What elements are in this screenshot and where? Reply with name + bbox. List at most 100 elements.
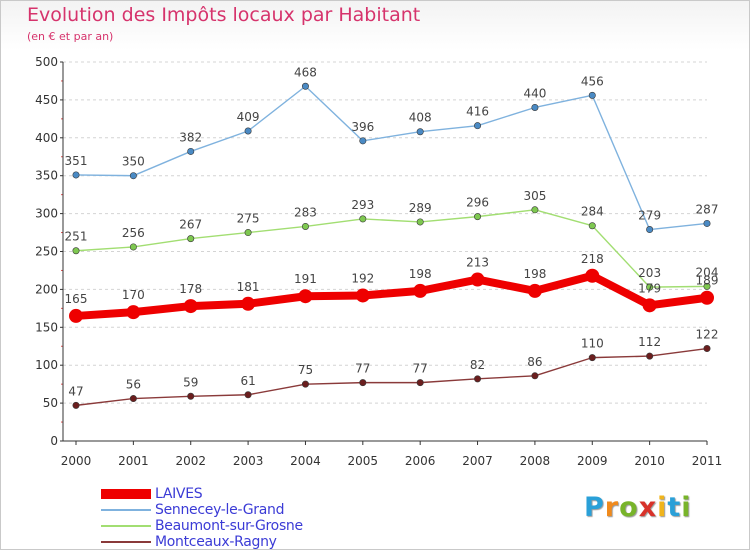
data-label-beaumont-sur-grosne-2003: 275 (237, 212, 260, 226)
data-point-laives-2002 (183, 299, 198, 314)
data-point-laives-2009 (585, 268, 600, 283)
data-label-beaumont-sur-grosne-2011: 204 (696, 265, 719, 279)
logo-letter: i (657, 492, 668, 523)
y-tick-label-500: 500 (35, 55, 58, 69)
logo-letter: t (667, 492, 682, 523)
legend-label-beaumont-sur-grosne: Beaumont-sur-Grosne (155, 518, 303, 534)
legend-label-montceaux-ragny: Montceaux-Ragny (155, 534, 277, 550)
data-label-laives-2003: 181 (237, 280, 260, 294)
data-point-montceaux-ragny-2003 (244, 391, 252, 399)
data-label-montceaux-ragny-2006: 77 (413, 362, 428, 376)
logo-letter: x (638, 492, 658, 523)
data-point-beaumont-sur-grosne-2001 (129, 243, 137, 251)
y-tick-label-100: 100 (35, 358, 58, 372)
data-point-sennecey-le-grand-2002 (187, 147, 195, 155)
chart-subtitle: (en € et par an) (27, 30, 114, 43)
data-label-montceaux-ragny-2003: 61 (240, 374, 255, 388)
x-tick-label-2008: 2008 (520, 454, 551, 468)
proxiti-logo: Proxiti (584, 492, 692, 523)
data-label-beaumont-sur-grosne-2001: 256 (122, 226, 145, 240)
data-point-laives-2008 (527, 283, 542, 298)
series-line-montceaux-ragny (75, 347, 708, 407)
legend-label-laives: LAIVES (155, 486, 203, 502)
data-point-sennecey-le-grand-2010 (646, 226, 654, 234)
data-label-montceaux-ragny-2008: 86 (527, 355, 542, 369)
x-tick-label-2010: 2010 (634, 454, 665, 468)
data-point-beaumont-sur-grosne-2003 (244, 229, 252, 237)
x-tick-label-2006: 2006 (405, 454, 436, 468)
data-label-montceaux-ragny-2004: 75 (298, 363, 313, 377)
data-label-beaumont-sur-grosne-2008: 305 (523, 189, 546, 203)
data-point-sennecey-le-grand-2007 (474, 122, 482, 130)
data-label-beaumont-sur-grosne-2007: 296 (466, 196, 489, 210)
data-label-laives-2006: 198 (409, 267, 432, 281)
data-point-laives-2007 (470, 272, 485, 287)
data-point-beaumont-sur-grosne-2009 (588, 222, 596, 230)
data-point-laives-2004 (298, 289, 313, 304)
x-tick-label-2000: 2000 (61, 454, 92, 468)
data-point-laives-2000 (69, 308, 83, 323)
data-label-montceaux-ragny-2000: 47 (68, 384, 83, 398)
y-tick-label-0: 0 (50, 434, 58, 448)
data-point-sennecey-le-grand-2011 (703, 219, 711, 227)
data-point-montceaux-ragny-2011 (703, 345, 711, 353)
data-point-laives-2010 (642, 298, 657, 313)
data-label-sennecey-le-grand-2006: 408 (409, 111, 432, 125)
data-label-montceaux-ragny-2011: 122 (696, 328, 719, 342)
data-label-beaumont-sur-grosne-2009: 284 (581, 205, 604, 219)
logo-letter: P (584, 492, 605, 523)
y-tick-label-350: 350 (35, 169, 58, 183)
data-label-beaumont-sur-grosne-2006: 289 (409, 201, 432, 215)
y-tick-label-50: 50 (43, 396, 58, 410)
data-point-beaumont-sur-grosne-2004 (301, 222, 309, 230)
x-tick-label-2002: 2002 (175, 454, 206, 468)
series-laives: 165 170 178 181 191 192 198 213 198 218 179 189 (65, 252, 718, 323)
data-label-sennecey-le-grand-2005: 396 (351, 120, 374, 134)
data-point-sennecey-le-grand-2005 (359, 137, 367, 145)
data-point-laives-2005 (355, 288, 370, 303)
data-point-laives-2011 (700, 290, 714, 305)
data-point-beaumont-sur-grosne-2010 (646, 283, 654, 291)
data-point-laives-2001 (126, 305, 141, 320)
data-label-sennecey-le-grand-2009: 456 (581, 74, 604, 88)
data-label-laives-2001: 170 (122, 288, 145, 302)
series-montceaux-ragny: 47 56 59 61 75 77 77 82 86 110 112 122 (68, 328, 718, 409)
data-point-montceaux-ragny-2009 (588, 354, 596, 362)
data-label-beaumont-sur-grosne-2010: 203 (638, 266, 661, 280)
series-line-sennecey-le-grand (75, 85, 708, 231)
y-tick-label-300: 300 (35, 207, 58, 221)
y-tick-label-450: 450 (35, 93, 58, 107)
data-label-sennecey-le-grand-2011: 287 (696, 202, 719, 216)
data-point-montceaux-ragny-2002 (187, 392, 195, 400)
data-label-sennecey-le-grand-2000: 351 (65, 154, 88, 168)
data-point-beaumont-sur-grosne-2006 (416, 218, 424, 226)
data-label-montceaux-ragny-2005: 77 (355, 362, 370, 376)
x-tick-label-2003: 2003 (233, 454, 264, 468)
data-point-beaumont-sur-grosne-2011 (703, 282, 711, 290)
data-point-sennecey-le-grand-2001 (129, 172, 137, 180)
x-tick-label-2007: 2007 (462, 454, 493, 468)
x-tick-label-2011: 2011 (692, 454, 723, 468)
data-point-montceaux-ragny-2004 (301, 380, 309, 388)
data-label-laives-2009: 218 (581, 252, 604, 266)
y-tick-label-200: 200 (35, 282, 58, 296)
x-tick-label-2009: 2009 (577, 454, 608, 468)
data-label-beaumont-sur-grosne-2004: 283 (294, 205, 317, 219)
data-label-laives-2000: 165 (65, 292, 88, 306)
data-point-beaumont-sur-grosne-2000 (72, 247, 80, 255)
data-point-laives-2003 (241, 296, 256, 311)
data-label-laives-2010: 179 (638, 281, 661, 295)
x-tick-label-2001: 2001 (118, 454, 149, 468)
data-label-laives-2007: 213 (466, 256, 489, 270)
data-point-montceaux-ragny-2008 (531, 372, 539, 380)
data-point-beaumont-sur-grosne-2005 (359, 215, 367, 223)
legend-label-sennecey-le-grand: Sennecey-le-Grand (155, 502, 285, 518)
chart-title: Evolution des Impôts locaux par Habitant (27, 4, 421, 26)
data-label-sennecey-le-grand-2004: 468 (294, 65, 317, 79)
data-label-sennecey-le-grand-2002: 382 (179, 130, 202, 144)
data-point-montceaux-ragny-2010 (646, 352, 654, 360)
data-label-montceaux-ragny-2010: 112 (638, 335, 661, 349)
logo-letter: i (681, 492, 692, 523)
y-tick-label-400: 400 (35, 131, 58, 145)
